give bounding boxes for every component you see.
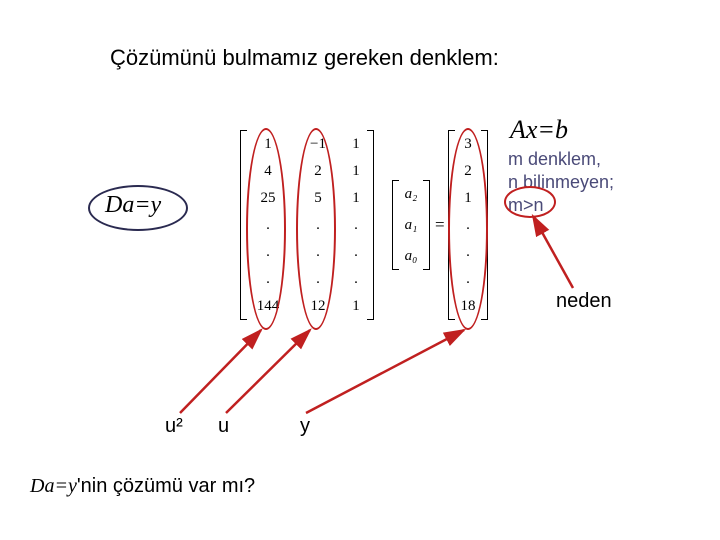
- vector-x: a₂ a₁ a₀: [392, 180, 430, 270]
- cell: .: [354, 269, 358, 289]
- cell: 1: [352, 188, 360, 208]
- page-title: Çözümünü bulmamız gereken denklem:: [110, 45, 499, 71]
- cell: 1: [352, 296, 360, 316]
- arrow-why: [533, 216, 573, 288]
- matrix-A-col3: 1 1 1 . . . 1: [338, 134, 374, 316]
- col-label-u: u: [218, 415, 229, 438]
- arrow-u2: [180, 330, 261, 413]
- col-label-y: y: [300, 415, 310, 438]
- cell: 1: [352, 161, 360, 181]
- column-oval-1: [246, 128, 286, 330]
- arrow-u: [226, 330, 310, 413]
- question-line: Da=y'nin çözümü var mı?: [30, 475, 255, 498]
- arrow-y: [306, 330, 464, 413]
- cell: .: [354, 242, 358, 262]
- column-oval-2: [296, 128, 336, 330]
- equation-axb: Ax=b: [510, 115, 568, 145]
- cell: 1: [352, 134, 360, 154]
- question-rest: 'nin çözümü var mı?: [77, 475, 255, 497]
- col-label-u2: u²: [165, 415, 183, 438]
- mn-oval: [504, 186, 556, 218]
- equals-sign: =: [435, 215, 445, 235]
- cell: .: [354, 215, 358, 235]
- da-y-label: Da=y: [105, 192, 161, 219]
- cell: a₁: [405, 215, 418, 235]
- cell: a₂: [405, 184, 418, 204]
- question-prefix: Da=y: [30, 475, 77, 497]
- vector-x-col: a₂ a₁ a₀: [393, 184, 429, 266]
- cell: a₀: [405, 246, 418, 266]
- column-oval-3: [448, 128, 488, 330]
- constraints-line-1: m denklem,: [508, 148, 614, 171]
- why-label: neden: [556, 290, 612, 313]
